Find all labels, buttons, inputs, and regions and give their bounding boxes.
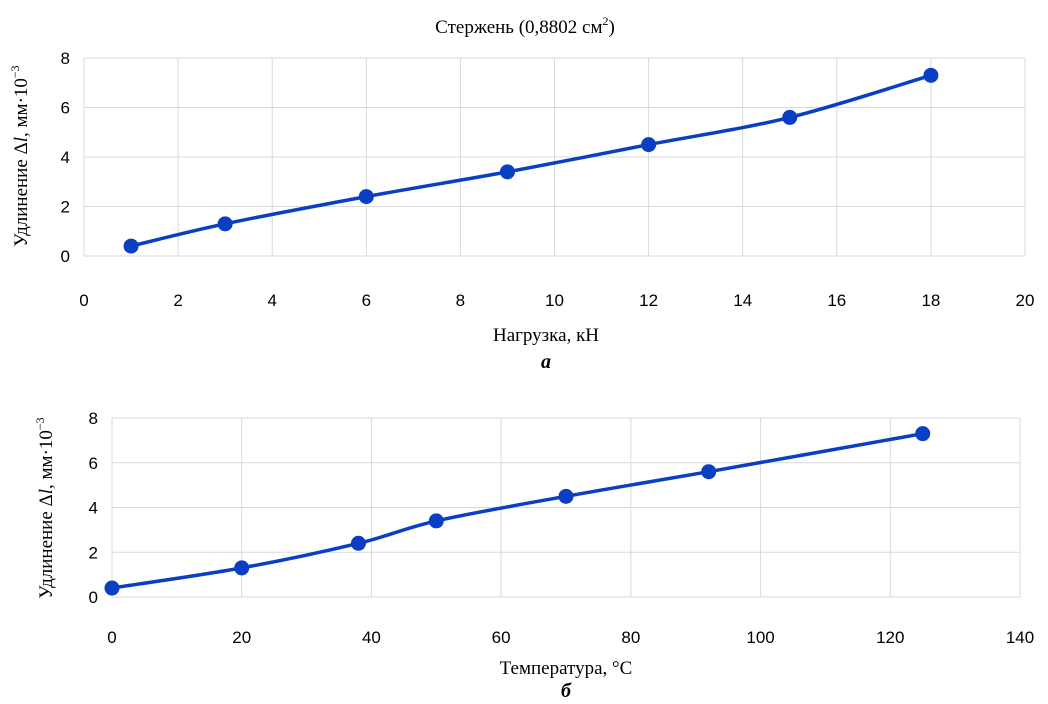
b-data-point [104,580,120,596]
chart-b-data-points [104,426,931,596]
a-data-point [641,137,657,153]
b-y-tick-label: 6 [89,454,98,473]
a-y-tick-label: 0 [61,247,70,266]
a-y-tick-label: 6 [61,99,70,118]
chart-a-title: Стержень (0,8802 см2) [435,14,615,38]
b-x-tick-label: 60 [492,628,511,647]
b-data-point [428,513,444,529]
chart-a-grid [83,57,1026,257]
a-y-tick-label: 4 [61,148,70,167]
b-y-tick-label: 8 [89,409,98,428]
b-data-point [701,464,717,480]
a-data-point [358,189,374,205]
a-x-tick-label: 8 [456,291,465,310]
b-y-tick-label: 4 [89,499,98,518]
a-x-tick-label: 10 [545,291,564,310]
a-data-point [923,67,939,83]
b-x-tick-label: 80 [621,628,640,647]
chart-a-x-axis-label: Нагрузка, кН [493,325,599,346]
a-x-tick-label: 2 [173,291,182,310]
a-x-tick-label: 14 [733,291,752,310]
chart-b-series-line [110,431,925,590]
a-x-tick-label: 4 [267,291,276,310]
chart-a-y-axis-label: Удлинение Δl, мм·10−3 [8,65,32,246]
chart-b-y-axis-label: Удлинение Δl, мм·10−3 [33,417,57,598]
a-data-point [217,216,233,232]
chart-b-x-axis-label: Температура, °C [500,658,633,679]
a-y-tick-label: 8 [61,49,70,68]
a-x-tick-label: 6 [362,291,371,310]
a-x-tick-label: 16 [827,291,846,310]
chart-a-title-close: ) [609,17,615,38]
chart-temperature-elongation: 0 20 40 60 80 100 120 140 0 2 4 6 8 Температура, °C… [33,409,1034,702]
chart-b-grid [111,417,1021,598]
chart-a-title-superscript: 2 [603,14,609,28]
b-x-tick-label: 20 [232,628,251,647]
chart-load-elongation: Стержень (0,8802 см2) 0 2 4 6 8 10 12 14 16 18 20 … [8,14,1034,373]
a-x-tick-label: 20 [1016,291,1035,310]
a-data-point [782,109,798,125]
b-x-tick-label: 100 [746,628,774,647]
b-x-tick-label: 0 [107,628,116,647]
chart-a-series-line [129,73,933,248]
b-x-tick-label: 120 [876,628,904,647]
a-data-point [123,238,139,254]
chart-a-caption: а [541,351,551,373]
a-x-tick-label: 18 [921,291,940,310]
b-y-tick-label: 2 [89,543,98,562]
a-y-tick-label: 2 [61,198,70,217]
a-x-tick-label: 12 [639,291,658,310]
b-data-point [558,488,574,504]
b-data-point [350,535,366,551]
b-data-point [915,426,931,442]
chart-b-caption: б [561,680,572,702]
b-x-tick-label: 140 [1006,628,1034,647]
b-x-tick-label: 40 [362,628,381,647]
b-data-point [234,560,250,576]
chart-a-y-tick-labels: 0 2 4 6 8 [61,49,70,266]
a-x-tick-label: 0 [79,291,88,310]
chart-b-x-tick-labels: 0 20 40 60 80 100 120 140 [107,628,1034,647]
chart-b-y-tick-labels: 0 2 4 6 8 [89,409,98,607]
chart-a-data-points [123,67,939,254]
b-y-tick-label: 0 [89,588,98,607]
chart-a-x-tick-labels: 0 2 4 6 8 10 12 14 16 18 20 [79,291,1034,310]
a-data-point [499,164,515,180]
